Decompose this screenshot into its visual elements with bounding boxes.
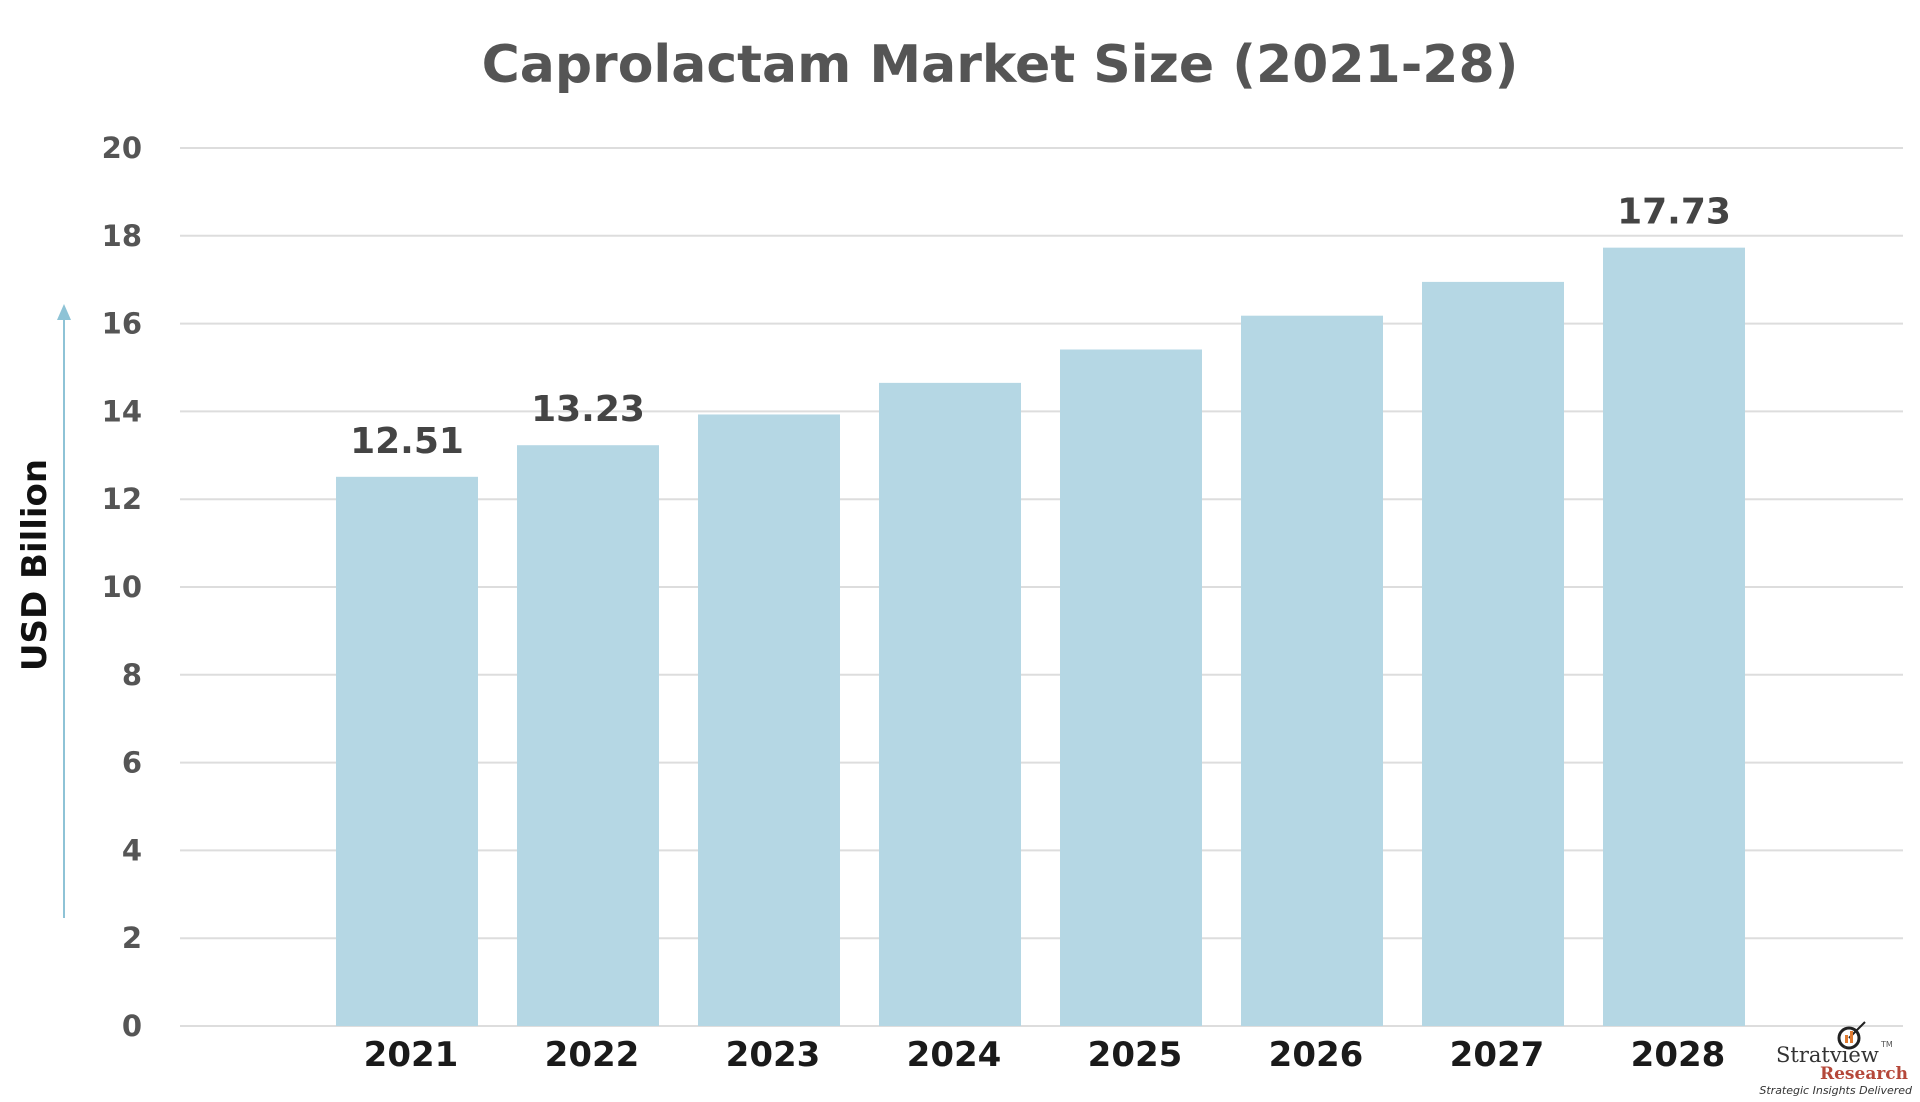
logo-tagline: Strategic Insights Delivered — [1759, 1084, 1913, 1097]
logo-sub: Research — [1820, 1064, 1908, 1084]
bar-2026 — [1241, 315, 1383, 1026]
bars — [336, 247, 1745, 1027]
y-tick-label: 8 — [122, 658, 142, 692]
y-tick-label: 12 — [102, 482, 142, 516]
x-tick-label: 2027 — [1450, 1035, 1545, 1075]
logo-tm: TM — [1880, 1040, 1893, 1049]
y-axis-arrow — [57, 304, 71, 918]
y-axis-ticks: 0 2 4 6 8 10 12 14 16 18 20 — [102, 131, 142, 1043]
y-tick-label: 4 — [122, 833, 142, 867]
y-tick-label: 14 — [102, 394, 142, 428]
chart-title: Caprolactam Market Size (2021-28) — [482, 35, 1519, 95]
y-tick-label: 0 — [122, 1009, 142, 1043]
x-tick-label: 2028 — [1631, 1035, 1726, 1075]
x-tick-label: 2026 — [1269, 1035, 1364, 1075]
y-tick-label: 6 — [122, 746, 142, 780]
bar-2022 — [517, 445, 659, 1026]
magnifier-icon — [1837, 1026, 1861, 1050]
y-tick-label: 16 — [102, 307, 142, 341]
x-tick-label: 2023 — [726, 1035, 821, 1075]
data-labels: 12.51 13.23 17.73 — [350, 192, 1731, 462]
data-label: 17.73 — [1617, 192, 1731, 233]
data-label: 12.51 — [350, 421, 464, 462]
bar-2027 — [1422, 281, 1564, 1026]
bar-2024 — [879, 382, 1021, 1026]
bar-2021 — [336, 476, 478, 1026]
x-tick-label: 2021 — [364, 1035, 459, 1075]
logo-name: Stratview — [1776, 1043, 1879, 1067]
y-tick-label: 18 — [102, 219, 142, 253]
y-tick-label: 2 — [122, 921, 142, 955]
y-tick-label: 20 — [102, 131, 142, 165]
bar-2028 — [1603, 247, 1745, 1026]
x-tick-label: 2022 — [545, 1035, 640, 1075]
x-tick-label: 2025 — [1088, 1035, 1183, 1075]
y-tick-label: 10 — [102, 570, 142, 604]
stratview-logo: Stratview TM Research Strategic Insights… — [1759, 1021, 1913, 1097]
y-axis-label: USD Billion — [15, 459, 55, 671]
data-label: 13.23 — [531, 389, 645, 430]
x-axis-ticks: 2021 2022 2023 2024 2025 2026 2027 2028 — [364, 1035, 1726, 1075]
bar-2025 — [1060, 349, 1202, 1027]
bar-2023 — [698, 414, 840, 1026]
x-tick-label: 2024 — [907, 1035, 1002, 1075]
